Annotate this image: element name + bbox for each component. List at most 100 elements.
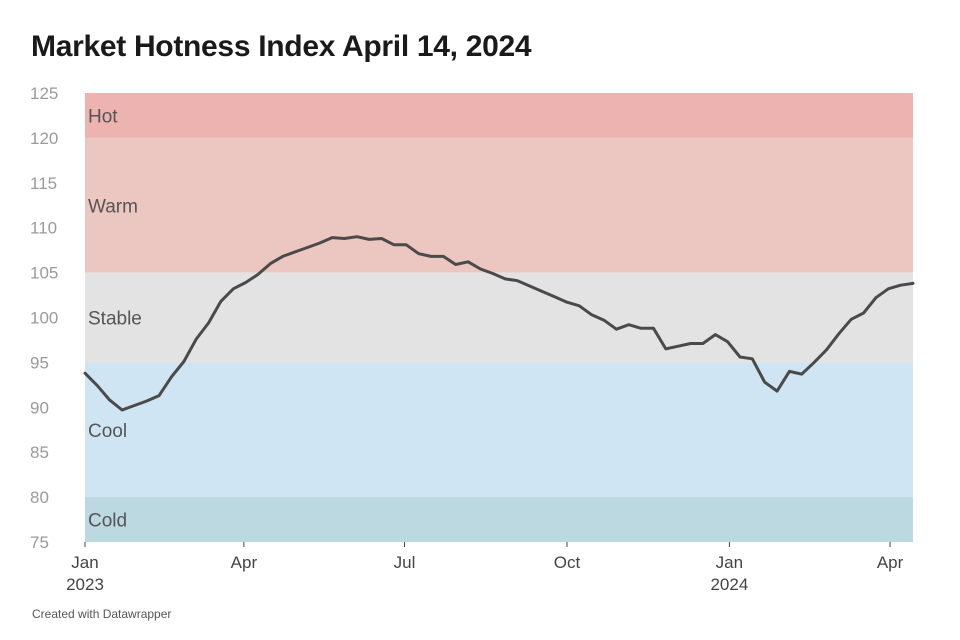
data-point [417, 252, 420, 255]
x-tick-label: Apr [877, 553, 904, 572]
band-stable [85, 272, 913, 363]
data-point [343, 237, 346, 240]
y-tick-label: 90 [30, 398, 49, 417]
data-point [207, 322, 210, 324]
data-point [492, 272, 494, 275]
data-point [368, 238, 371, 241]
data-point [887, 288, 890, 290]
data-point [553, 296, 556, 298]
data-point [714, 333, 717, 336]
data-point [850, 318, 852, 321]
data-point [504, 278, 507, 280]
x-tick-label: Jan [71, 553, 98, 572]
data-point [875, 296, 877, 299]
data-point [590, 314, 593, 316]
data-point [825, 349, 828, 351]
data-point [195, 338, 197, 340]
data-point [442, 255, 445, 258]
y-tick-label: 120 [30, 129, 58, 148]
data-point [689, 342, 692, 345]
y-tick-label: 100 [30, 309, 58, 328]
data-point [121, 409, 123, 411]
data-point [220, 300, 222, 303]
data-point [454, 263, 457, 266]
data-point [269, 262, 272, 265]
band-warm [85, 137, 913, 273]
band-label-cool: Cool [88, 421, 127, 442]
band-label-warm: Warm [88, 196, 138, 217]
data-point [566, 301, 568, 304]
band-label-cold: Cold [88, 511, 127, 532]
data-point [319, 242, 321, 244]
data-point [356, 235, 358, 238]
data-point [912, 282, 914, 285]
data-point [516, 279, 519, 282]
line-layer [83, 235, 915, 412]
chart-title: Market Hotness Index April 14, 2024 [31, 30, 532, 63]
data-point [405, 244, 408, 246]
data-point [257, 273, 259, 276]
data-point [899, 284, 902, 287]
data-point [281, 255, 284, 258]
x-tick-year-label: 2023 [66, 575, 104, 594]
x-tick-year-label: 2024 [710, 575, 748, 594]
y-tick-label: 80 [30, 488, 49, 507]
data-point [813, 361, 815, 364]
data-point [306, 246, 309, 249]
data-point [652, 327, 655, 330]
y-tick-label: 95 [30, 353, 49, 372]
data-point [170, 376, 173, 378]
data-point [640, 327, 642, 330]
y-axis: 125 120 115 110 105 100 95 90 85 80 75 [30, 84, 58, 552]
data-point [726, 340, 729, 343]
data-point [677, 345, 679, 348]
data-point [862, 312, 865, 314]
x-tick-label: Jul [394, 553, 416, 572]
x-tick-label: Oct [554, 553, 581, 572]
data-point [615, 328, 618, 331]
y-tick-label: 110 [30, 219, 57, 238]
x-tick-label: Jan [716, 553, 743, 572]
data-point [467, 261, 469, 263]
band-label-stable: Stable [88, 309, 142, 330]
data-point [541, 290, 544, 293]
series-line [83, 235, 915, 412]
data-point [393, 244, 395, 246]
data-point [331, 236, 334, 239]
y-tick-label: 75 [30, 533, 49, 552]
x-axis: Jan 2023 Apr Jul Oct Jan 2024 Apr [66, 542, 904, 594]
band-label-hot: Hot [88, 106, 118, 127]
band-label-layer: Hot Warm Stable Cool Cold [88, 106, 142, 531]
data-point [430, 255, 432, 258]
y-tick-label: 105 [30, 264, 58, 283]
band-hot [85, 93, 913, 138]
data-point [665, 348, 667, 350]
band-layer [85, 93, 913, 542]
y-tick-label: 85 [30, 443, 49, 462]
data-point [232, 288, 235, 290]
data-point [702, 342, 704, 345]
y-tick-label: 125 [30, 84, 58, 103]
data-point [84, 372, 86, 375]
data-point [628, 323, 630, 326]
data-point [108, 399, 111, 401]
data-point [763, 381, 766, 384]
band-cold [85, 497, 913, 542]
data-point [294, 251, 296, 253]
credit-note: Created with Datawrapper [32, 607, 172, 621]
data-point [776, 390, 778, 392]
data-point [788, 370, 791, 373]
data-point [578, 305, 581, 307]
y-tick-label: 115 [30, 174, 57, 193]
data-point [380, 237, 383, 240]
data-point [244, 281, 247, 284]
data-point [838, 332, 840, 335]
data-point [158, 394, 160, 397]
data-point [96, 384, 99, 387]
data-point [603, 319, 605, 322]
data-point [479, 268, 482, 270]
data-point [801, 373, 803, 375]
data-point [739, 356, 741, 358]
band-cool [85, 362, 913, 498]
